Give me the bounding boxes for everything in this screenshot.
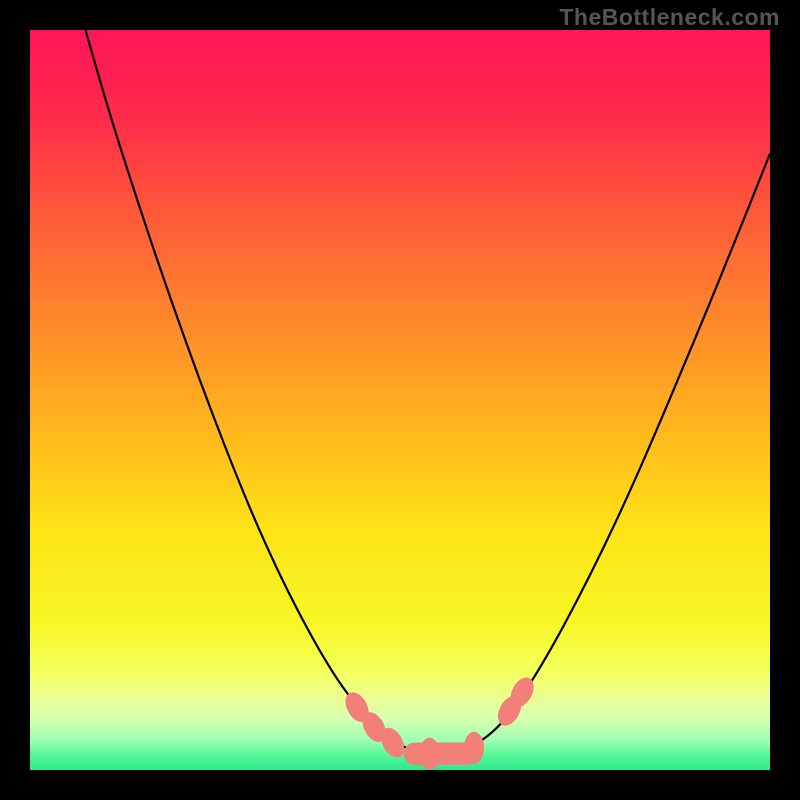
watermark-text: TheBottleneck.com	[559, 4, 780, 31]
marker-group	[341, 673, 539, 769]
chart-canvas: TheBottleneck.com	[0, 0, 800, 800]
curve-marker	[404, 743, 478, 765]
bottleneck-curve	[86, 30, 771, 754]
curve-overlay	[0, 0, 800, 800]
